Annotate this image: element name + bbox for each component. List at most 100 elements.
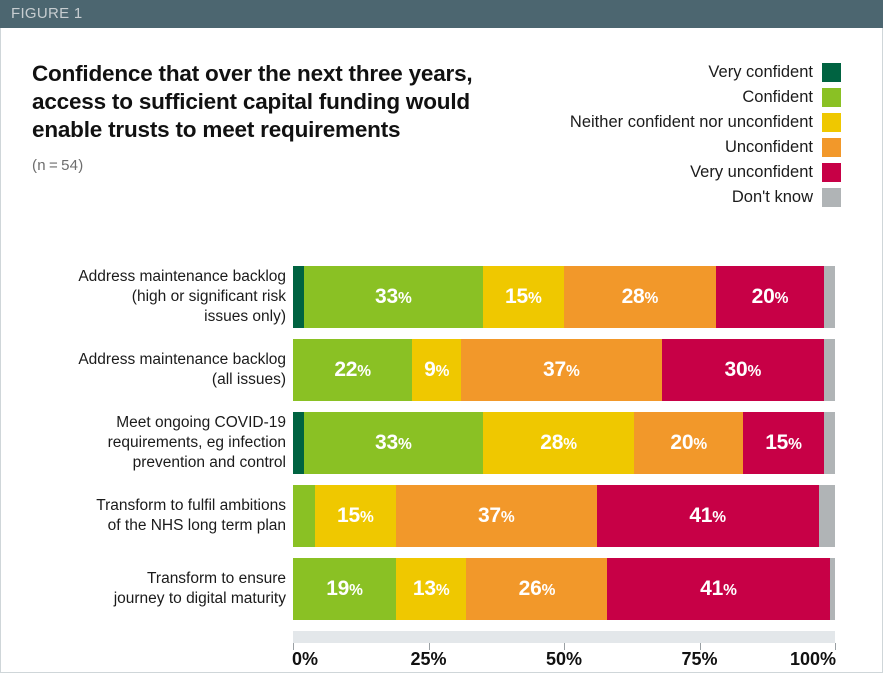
bar-segment-percent-symbol: % [541, 582, 556, 599]
x-axis-tick [293, 643, 294, 650]
bar-segment-neither[interactable]: 9% [412, 339, 461, 401]
bar-segment-value-label: 33% [375, 285, 412, 309]
bar-segment-confident[interactable]: 33% [303, 412, 483, 474]
bar-category-label-line: (all issues) [211, 371, 286, 388]
bar-segment-value-number: 30 [724, 358, 748, 381]
bar-segment-value-label: 20% [752, 285, 789, 309]
bar-segment-very-unconfident[interactable]: 41% [596, 485, 819, 547]
bar-segment-confident[interactable]: 19% [293, 558, 396, 620]
x-axis-tick [564, 643, 565, 650]
bar-segment-percent-symbol: % [565, 363, 580, 380]
row-digital-maturity: Transform to ensure journey to digital ma… [1, 558, 883, 620]
bar-segment-value-label: 15% [765, 431, 802, 455]
bar-segment-very-unconfident[interactable]: 30% [661, 339, 825, 401]
bar-segment-value-number: 28 [621, 285, 645, 308]
legend-item[interactable]: Very confident [411, 60, 841, 85]
bar-segment-neither[interactable]: 15% [314, 485, 396, 547]
row-maintenance-backlog-high-risk: Address maintenance backlog (high or sign… [1, 266, 883, 328]
legend-item[interactable]: Don't know [411, 185, 841, 210]
bar-segment-confident[interactable]: 33% [303, 266, 483, 328]
bar-segment-neither[interactable]: 13% [395, 558, 467, 620]
bar-segment-percent-symbol: % [563, 436, 577, 453]
legend-swatch-confident [822, 88, 841, 107]
bar-segment-dont-know[interactable] [818, 485, 835, 547]
chart-title-line-2: access to sufficient capital funding wou… [32, 89, 470, 114]
bar-segment-value-label: 37% [478, 504, 515, 528]
bar-segment-value-label: 9% [424, 358, 449, 382]
x-axis-tick-label: 100% [789, 649, 837, 669]
legend-item-label: Very unconfident [690, 163, 813, 181]
bar-segment-dont-know[interactable] [829, 558, 835, 620]
legend-item[interactable]: Very unconfident [411, 160, 841, 185]
legend-swatch-very-unconfident [822, 163, 841, 182]
bar-segment-unconfident[interactable]: 37% [461, 339, 662, 401]
bar-segment-value-number: 15 [765, 431, 789, 454]
bar-segment-value-label: 41% [689, 504, 726, 528]
bar-category-label: Meet ongoing COVID-19 requirements, eg in… [24, 413, 286, 473]
bar-segment-dont-know[interactable] [824, 412, 835, 474]
bar-category-label-line: Address maintenance backlog [78, 268, 286, 285]
bar-segment-value-label: 28% [540, 431, 577, 455]
bar-segment-unconfident[interactable]: 20% [634, 412, 743, 474]
figure-header-band: FIGURE 1 [0, 0, 883, 28]
bar-category-label-line: issues only) [204, 308, 286, 325]
bar-segment-neither[interactable]: 28% [482, 412, 635, 474]
bar-segment-very-unconfident[interactable]: 15% [742, 412, 825, 474]
bar-category-label-line: Transform to fulfil ambitions [96, 497, 286, 514]
bar-category-label-line: of the NHS long term plan [107, 517, 286, 534]
legend-item-label: Neither confident nor unconfident [569, 113, 813, 131]
bar-segment-dont-know[interactable] [824, 339, 835, 401]
bar-segment-value-label: 30% [725, 358, 762, 382]
bar-segment-percent-symbol: % [349, 582, 363, 599]
bar-category-label-line: (high or significant risk [131, 288, 286, 305]
bar-segment-value-label: 28% [622, 285, 659, 309]
bar-segment-percent-symbol: % [747, 363, 762, 380]
bar-segment-value-label: 13% [413, 577, 450, 601]
bar-segment-percent-symbol: % [644, 290, 659, 307]
stacked-bar-track: 33% 28% 20% 15% [293, 412, 835, 474]
stacked-bar-track: 22% 9% 37% 30% [293, 339, 835, 401]
bar-segment-confident[interactable] [293, 485, 315, 547]
bar-segment-value-label: 15% [505, 285, 542, 309]
bar-segment-very-unconfident[interactable]: 20% [715, 266, 825, 328]
bar-segment-value-number: 20 [751, 285, 775, 308]
bar-segment-value-number: 13 [412, 577, 436, 600]
bar-category-label-line: Transform to ensure [147, 570, 286, 587]
bar-category-label: Address maintenance backlog (high or sign… [24, 267, 286, 327]
bar-segment-very-unconfident[interactable]: 41% [607, 558, 830, 620]
bar-category-label-line: Meet ongoing COVID-19 [116, 414, 286, 431]
bar-segment-percent-symbol: % [528, 290, 542, 307]
bar-segment-percent-symbol: % [435, 363, 450, 380]
bar-segment-confident[interactable]: 22% [293, 339, 413, 401]
bar-segment-value-label: 22% [334, 358, 371, 382]
chart-title: Confidence that over the next three year… [32, 60, 552, 144]
bar-segment-percent-symbol: % [360, 509, 374, 526]
bar-segment-value-number: 37 [542, 358, 566, 381]
figure-card: Confidence that over the next three year… [0, 28, 883, 673]
bar-segment-dont-know[interactable] [824, 266, 835, 328]
bar-segment-unconfident[interactable]: 28% [563, 266, 716, 328]
bar-segment-value-label: 26% [519, 577, 556, 601]
bar-segment-very-confident[interactable] [293, 266, 304, 328]
legend-item[interactable]: Confident [411, 85, 841, 110]
row-covid19-requirements: Meet ongoing COVID-19 requirements, eg in… [1, 412, 883, 474]
chart-legend: Very confident Confident Neither confident… [411, 60, 841, 210]
bar-segment-value-number: 33 [374, 285, 398, 308]
bar-category-label: Address maintenance backlog (all issues) [24, 350, 286, 390]
bar-segment-percent-symbol: % [435, 582, 450, 599]
bar-segment-value-label: 20% [670, 431, 707, 455]
legend-item[interactable]: Neither confident nor unconfident [411, 110, 841, 135]
bar-segment-value-number: 15 [337, 504, 360, 527]
bar-segment-value-label: 19% [326, 577, 363, 601]
stacked-bar-track: 15% 37% 41% [293, 485, 835, 547]
legend-item[interactable]: Unconfident [411, 135, 841, 160]
x-axis-tick-label: 0% [291, 649, 319, 669]
bar-segment-value-number: 19 [326, 577, 350, 600]
x-axis-bar [293, 631, 835, 643]
bar-segment-neither[interactable]: 15% [482, 266, 564, 328]
bar-segment-unconfident[interactable]: 37% [395, 485, 597, 547]
chart-plot-area: Address maintenance backlog (high or sign… [1, 28, 883, 673]
bar-segment-unconfident[interactable]: 26% [466, 558, 608, 620]
bar-segment-very-confident[interactable] [293, 412, 304, 474]
